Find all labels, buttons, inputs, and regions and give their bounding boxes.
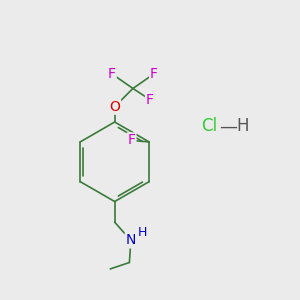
Text: H: H	[236, 117, 249, 135]
Text: F: F	[108, 67, 116, 81]
Text: F: F	[150, 67, 158, 81]
Text: —: —	[219, 118, 237, 136]
Text: N: N	[126, 233, 136, 248]
Text: Cl: Cl	[201, 117, 217, 135]
Text: O: O	[109, 100, 120, 114]
Text: F: F	[146, 93, 154, 106]
Text: F: F	[128, 134, 135, 147]
Text: H: H	[137, 226, 147, 239]
